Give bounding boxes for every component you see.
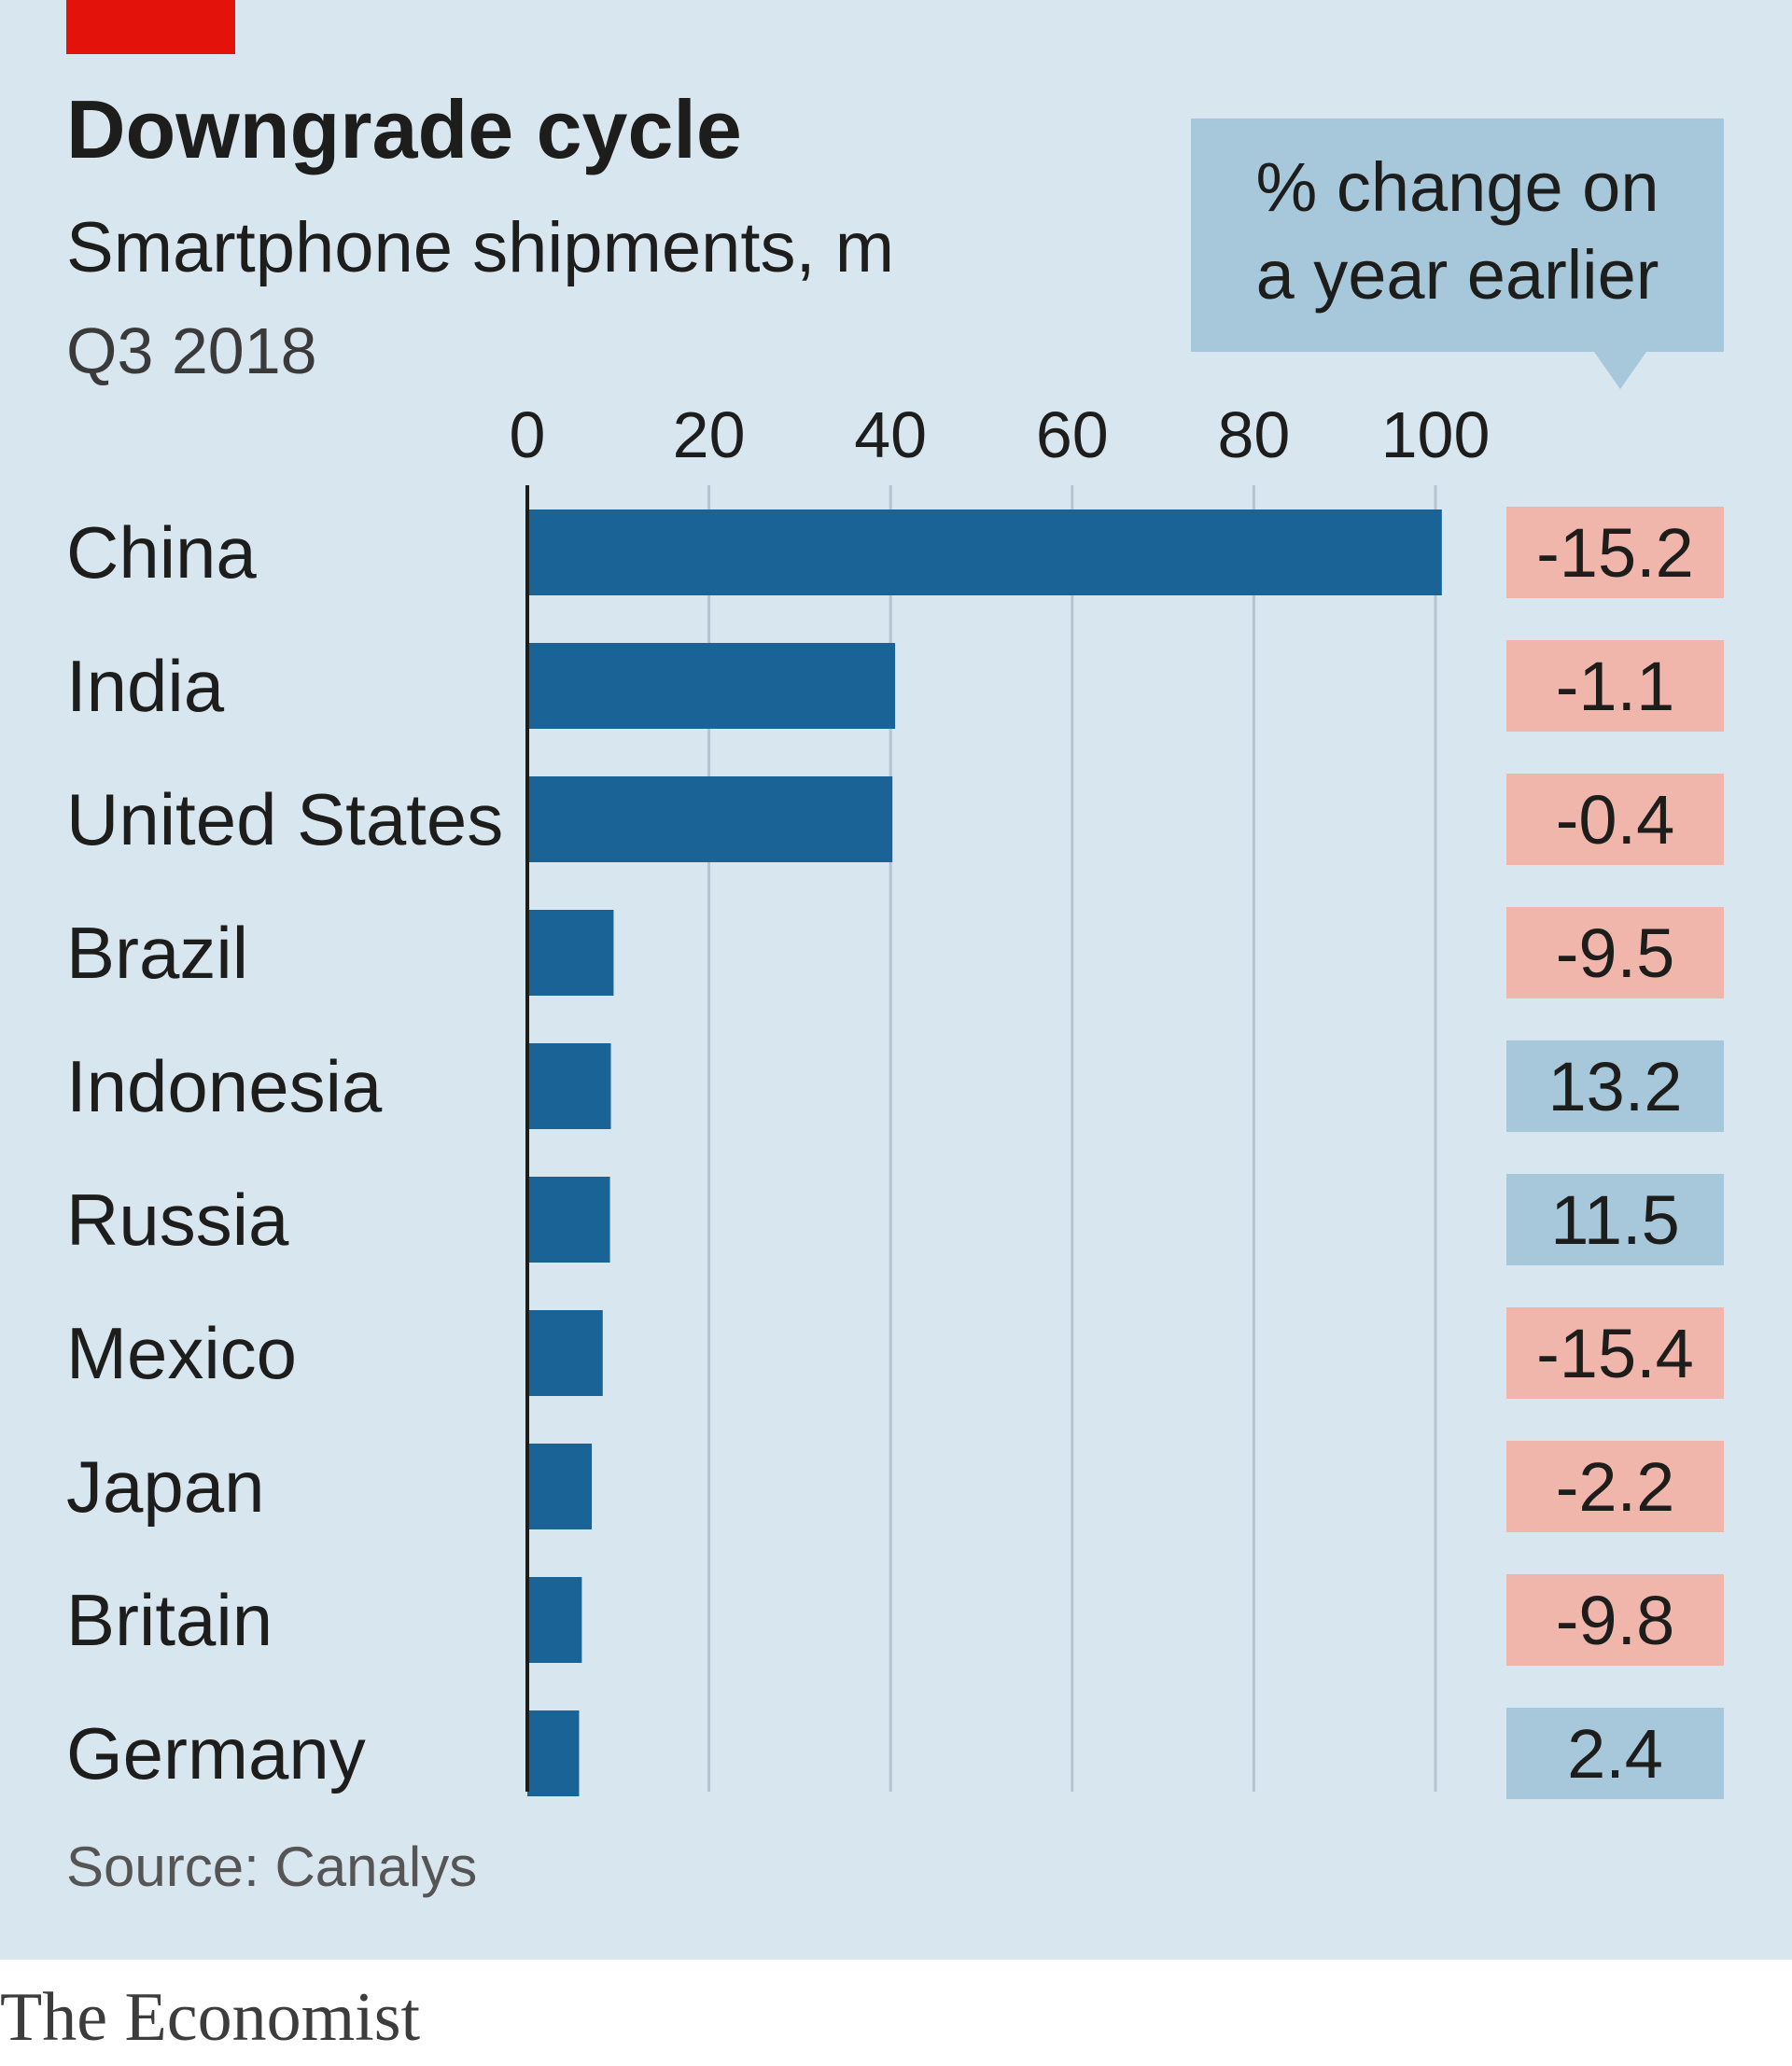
category-label-china: China <box>66 511 257 593</box>
chart-title: Downgrade cycle <box>66 83 742 175</box>
category-label-india: India <box>66 645 225 727</box>
chart-subtitle: Smartphone shipments, m <box>66 208 895 287</box>
change-column-header-box <box>1191 119 1724 352</box>
x-tick-label-40: 40 <box>854 398 927 471</box>
change-column-header-pointer <box>1594 352 1646 389</box>
bar-united-states <box>527 776 893 862</box>
change-value-united-states: -0.4 <box>1556 781 1675 859</box>
x-tick-label-80: 80 <box>1217 398 1290 471</box>
change-column-header-line2: a year earlier <box>1255 236 1659 314</box>
bar-britain <box>527 1577 582 1663</box>
brand-logo: The Economist <box>0 1979 421 2056</box>
change-box-russia <box>1506 1174 1724 1265</box>
change-value-china: -15.2 <box>1536 514 1694 592</box>
category-label-brazil: Brazil <box>66 912 248 994</box>
bar-mexico <box>527 1310 603 1396</box>
bar-russia <box>527 1177 610 1263</box>
category-labels: China India United States Brazil Indonesia Ru… <box>66 511 503 1794</box>
bar-china <box>527 510 1442 595</box>
bar-chart: 0 20 40 60 80 100 China India United States Braz… <box>66 398 1724 1799</box>
bar-germany <box>527 1710 580 1796</box>
chart-period: Q3 2018 <box>66 314 317 387</box>
x-tick-label-0: 0 <box>510 398 546 471</box>
change-box-brazil <box>1506 907 1724 998</box>
change-value-russia: 11.5 <box>1550 1181 1680 1259</box>
category-label-russia: Russia <box>66 1179 289 1261</box>
category-label-united-states: United States <box>66 778 503 860</box>
x-tick-label-20: 20 <box>673 398 746 471</box>
source-note: Source: Canalys <box>66 1836 478 1898</box>
change-value-mexico: -15.4 <box>1536 1315 1694 1392</box>
change-value-japan: -2.2 <box>1556 1448 1675 1526</box>
category-label-mexico: Mexico <box>66 1312 297 1394</box>
bar-japan <box>527 1444 593 1529</box>
change-box-mexico <box>1506 1307 1724 1399</box>
change-box-indonesia <box>1506 1040 1724 1132</box>
x-tick-label-100: 100 <box>1381 398 1491 471</box>
change-values: -15.2 -1.1 -0.4 -9.5 13.2 11.5 -15.4 -2.2 -9.8 2.… <box>1506 507 1724 1799</box>
x-tick-labels: 0 20 40 60 80 100 <box>510 398 1491 471</box>
change-value-india: -1.1 <box>1556 648 1675 725</box>
category-label-japan: Japan <box>66 1445 265 1528</box>
bars <box>527 510 1442 1796</box>
change-value-germany: 2.4 <box>1567 1715 1663 1793</box>
change-box-japan <box>1506 1441 1724 1532</box>
change-value-britain: -9.8 <box>1556 1582 1675 1659</box>
brand-red-tab <box>66 0 235 54</box>
category-label-indonesia: Indonesia <box>66 1045 383 1127</box>
change-box-britain <box>1506 1574 1724 1666</box>
chart-panel: Downgrade cycle Smartphone shipments, m … <box>0 0 1792 1960</box>
bar-india <box>527 643 896 729</box>
change-box-united-states <box>1506 774 1724 865</box>
category-label-britain: Britain <box>66 1579 273 1661</box>
change-value-indonesia: 13.2 <box>1547 1048 1682 1125</box>
bar-indonesia <box>527 1043 611 1129</box>
change-column-header-line1: % change on <box>1255 148 1659 226</box>
category-label-germany: Germany <box>66 1712 366 1794</box>
change-box-china <box>1506 507 1724 598</box>
x-tick-label-60: 60 <box>1036 398 1109 471</box>
change-value-brazil: -9.5 <box>1556 914 1675 992</box>
change-box-germany <box>1506 1708 1724 1799</box>
change-box-india <box>1506 640 1724 732</box>
bar-brazil <box>527 910 614 996</box>
